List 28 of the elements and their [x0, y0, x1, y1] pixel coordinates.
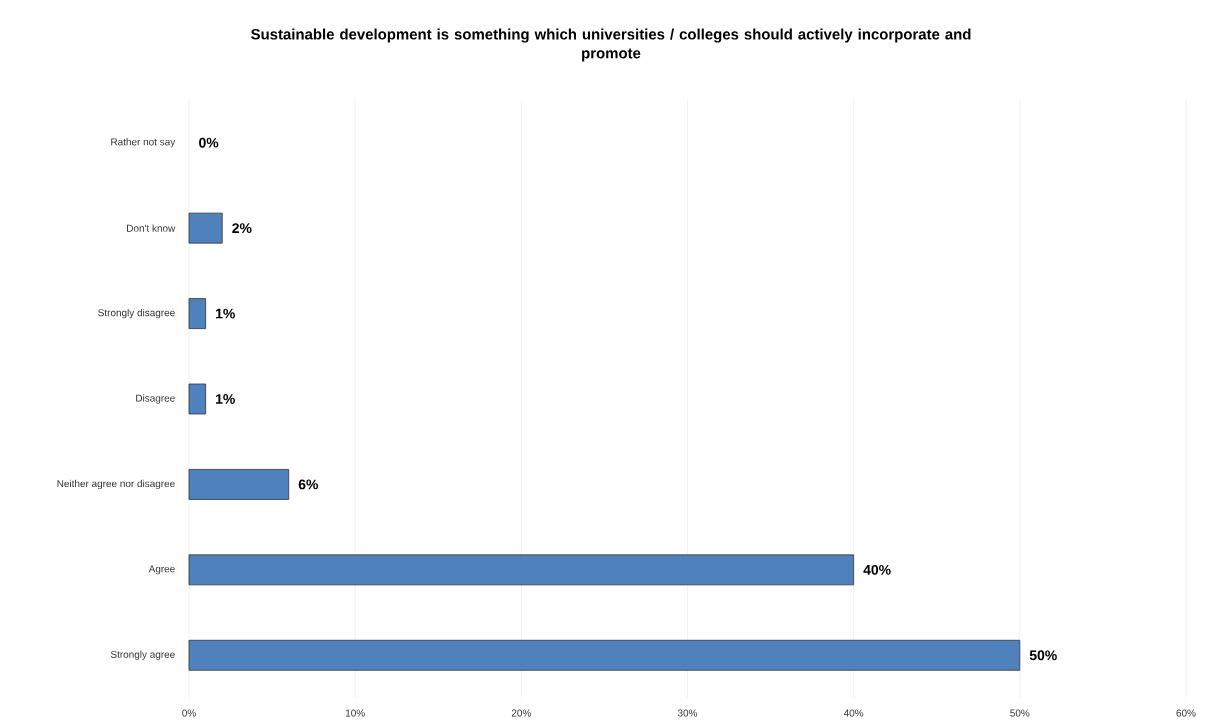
y-tick-label: Disagree: [136, 394, 175, 404]
x-tick-label: 50%: [1010, 709, 1030, 717]
bar: [188, 298, 207, 329]
x-tick-label: 60%: [1176, 709, 1196, 717]
bar: [188, 469, 290, 500]
x-tick-label: 30%: [677, 709, 698, 717]
data-label: 1%: [216, 308, 235, 319]
bar: [188, 639, 1021, 671]
y-tick-label: Neither agree nor disagree: [57, 479, 175, 490]
x-tick-label: 0%: [182, 709, 196, 717]
bar: [188, 554, 855, 586]
bar: [188, 212, 223, 244]
data-label: 2%: [232, 223, 252, 234]
y-tick-label: Agree: [148, 565, 175, 575]
data-label: 6%: [298, 479, 319, 490]
bar: [188, 383, 207, 415]
data-label: 0%: [199, 137, 219, 148]
x-tick-label: 20%: [511, 709, 531, 717]
data-label: 1%: [216, 394, 235, 404]
chart-title: Sustainable development is something which universities / colleges should actively incorporate and promote: [251, 28, 971, 62]
x-tick-label: 40%: [843, 709, 864, 717]
x-tick-label: 10%: [345, 709, 365, 717]
y-tick-label: Rather not say: [111, 138, 176, 148]
data-label: 40%: [863, 564, 891, 575]
data-label: 50%: [1029, 650, 1057, 661]
y-tick-label: Strongly disagree: [98, 308, 175, 319]
y-tick-label: Strongly agree: [110, 650, 175, 660]
y-tick-label: Don't know: [127, 224, 176, 232]
